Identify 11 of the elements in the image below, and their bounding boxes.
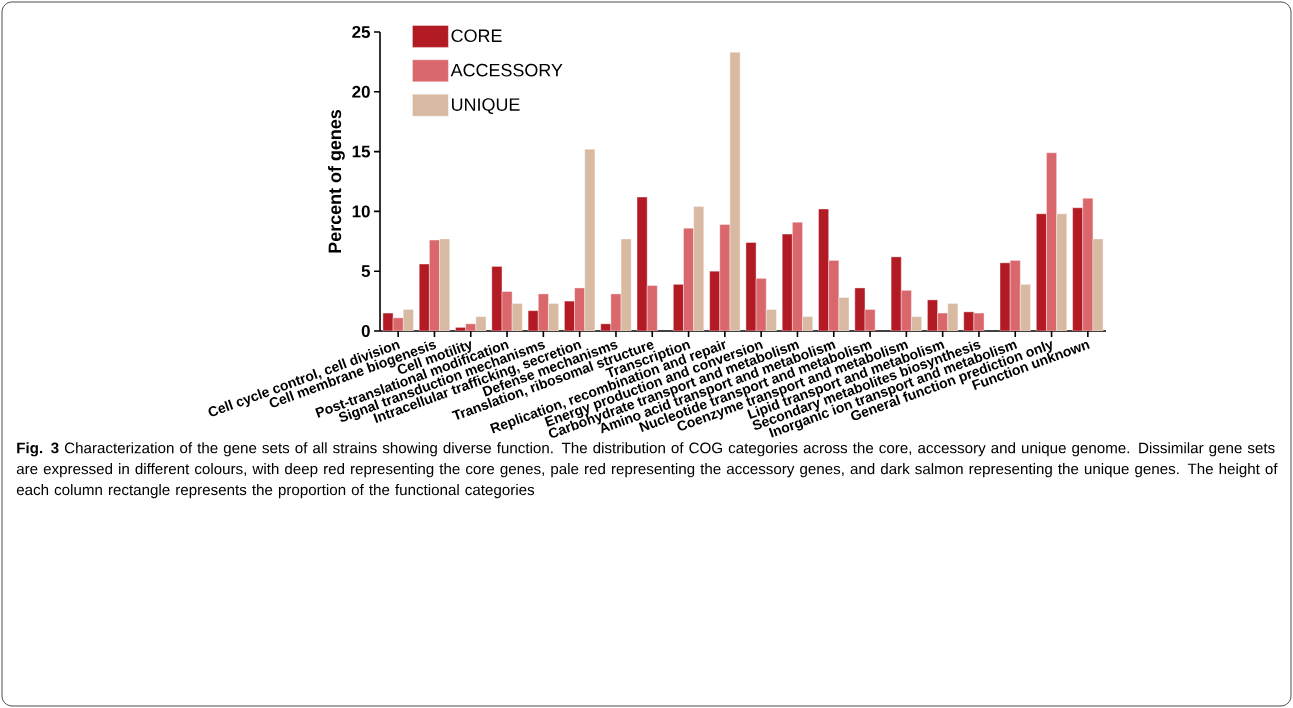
y-tick-label: 25 bbox=[352, 25, 371, 38]
y-tick-label: 20 bbox=[352, 85, 370, 98]
y-tick-label: 5 bbox=[361, 265, 371, 278]
legend-label: UNIQUE bbox=[452, 98, 520, 115]
legend-label: ACCESSORY bbox=[450, 63, 563, 77]
y-axis-title: Percent of genes bbox=[328, 109, 345, 253]
text: Fig. 3 Characterization of the gene sets of all strains showing diverse function. The distribution of COG categories across the core, accessory and unique genome. Dissimilar gene sets are expressed in different colours, with deep red representing the core genes, pale red representing the accessory genes, and dark salmon representing the unique genes. The height of each column rectangle represents the proportion of the functional categories bbox=[16, 442, 1278, 499]
y-tick-label: 0 bbox=[361, 324, 370, 337]
legend-label: CORE bbox=[451, 29, 502, 43]
y-tick-label: 15 bbox=[352, 145, 371, 158]
y-tick-label: 10 bbox=[352, 205, 370, 218]
